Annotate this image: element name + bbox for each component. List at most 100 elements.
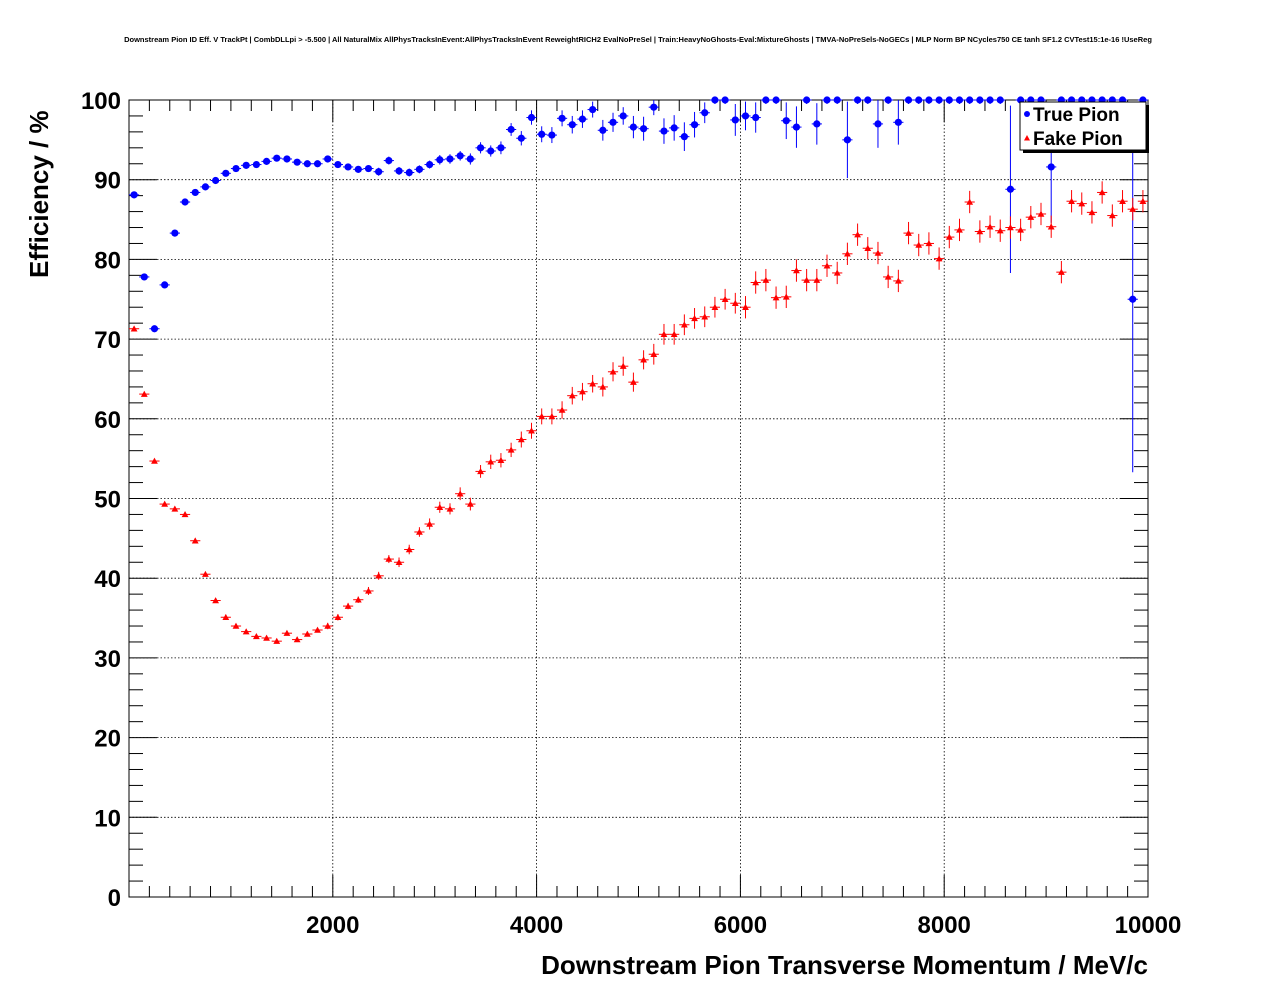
axes: 2000 4000 6000 8000 10000 0 10 20 30 40 50 60 70 80 90… <box>81 88 1181 939</box>
y-tick-label: 20 <box>94 726 121 753</box>
y-axis-label: Efficiency / % <box>24 110 54 278</box>
data-point <box>966 96 974 104</box>
data-point <box>884 96 892 104</box>
data-point <box>487 458 495 465</box>
data-point <box>242 628 250 635</box>
data-point <box>181 198 189 206</box>
data-point <box>1068 197 1075 204</box>
data-point <box>151 457 158 464</box>
data-point <box>986 223 994 230</box>
series-fake-pion <box>129 181 1148 644</box>
data-point <box>303 160 311 168</box>
data-point <box>466 500 474 507</box>
data-point <box>1006 185 1015 193</box>
data-point <box>150 325 159 333</box>
data-point <box>1007 224 1014 231</box>
data-point <box>619 362 627 369</box>
y-tick-label: 10 <box>94 805 121 832</box>
data-point <box>701 109 709 117</box>
data-point <box>721 96 729 104</box>
data-point <box>466 155 474 163</box>
data-point <box>1078 200 1086 207</box>
data-point <box>629 123 638 131</box>
data-point <box>843 136 851 144</box>
data-point <box>741 112 750 120</box>
data-point <box>935 96 943 104</box>
data-point <box>731 116 739 124</box>
data-point <box>894 277 902 284</box>
data-point <box>630 378 637 385</box>
data-point <box>375 168 383 176</box>
plot-title: Downstream Pion ID Eff. V TrackPt | Comb… <box>124 35 1152 44</box>
data-point <box>1129 295 1137 303</box>
data-point <box>324 622 332 629</box>
data-point <box>517 134 525 142</box>
data-point <box>507 125 515 134</box>
data-point <box>874 120 882 128</box>
data-point <box>344 602 352 609</box>
data-point <box>242 161 250 169</box>
data-point <box>915 241 923 248</box>
data-point <box>202 570 209 577</box>
data-point <box>436 156 444 164</box>
data-point <box>507 446 515 453</box>
y-tick-label: 60 <box>94 407 121 434</box>
data-point <box>232 622 240 629</box>
data-point <box>996 96 1004 104</box>
data-point <box>782 293 790 300</box>
data-point <box>538 413 546 420</box>
data-point <box>477 468 484 475</box>
data-point <box>405 168 413 177</box>
data-point <box>283 155 291 163</box>
data-point <box>711 96 719 104</box>
data-point <box>792 123 801 131</box>
legend-box <box>1019 101 1147 151</box>
data-point <box>548 131 556 139</box>
data-point <box>1098 189 1106 196</box>
data-point <box>497 144 505 152</box>
data-point <box>446 155 454 163</box>
y-tick-label: 30 <box>94 646 121 673</box>
data-point <box>986 96 994 104</box>
data-point <box>660 127 668 135</box>
data-point <box>691 314 698 322</box>
data-point <box>1027 213 1035 220</box>
x-tick-label: 10000 <box>1115 912 1182 939</box>
data-point <box>313 160 322 168</box>
data-point <box>130 191 138 199</box>
data-point <box>619 112 627 120</box>
data-point <box>415 165 424 173</box>
data-point <box>904 96 913 104</box>
data-point <box>690 121 699 129</box>
legend-marker-1 <box>1024 135 1030 141</box>
data-point <box>426 520 434 527</box>
data-point <box>426 160 434 169</box>
data-point <box>273 154 281 162</box>
data-point <box>650 350 658 357</box>
legend: True Pion Fake Pion <box>1019 101 1149 153</box>
data-point <box>181 511 189 518</box>
y-tick-label: 80 <box>94 247 121 274</box>
data-point <box>527 113 536 122</box>
data-point <box>130 325 138 332</box>
data-point <box>303 630 311 637</box>
legend-marker-0 <box>1024 111 1030 117</box>
data-point <box>640 356 647 363</box>
data-point <box>252 632 260 640</box>
data-point <box>752 279 760 286</box>
data-point <box>966 198 974 205</box>
data-point <box>548 413 556 420</box>
data-point <box>711 303 719 310</box>
data-point <box>1057 268 1065 275</box>
data-point <box>1119 197 1126 204</box>
data-point <box>365 587 372 594</box>
x-tick-label: 4000 <box>510 912 563 939</box>
data-point <box>293 636 301 643</box>
data-point <box>945 96 953 104</box>
data-point <box>385 555 393 562</box>
data-point <box>446 505 454 512</box>
data-point <box>772 96 780 104</box>
y-tick-label: 100 <box>81 88 121 115</box>
data-point <box>528 427 535 434</box>
